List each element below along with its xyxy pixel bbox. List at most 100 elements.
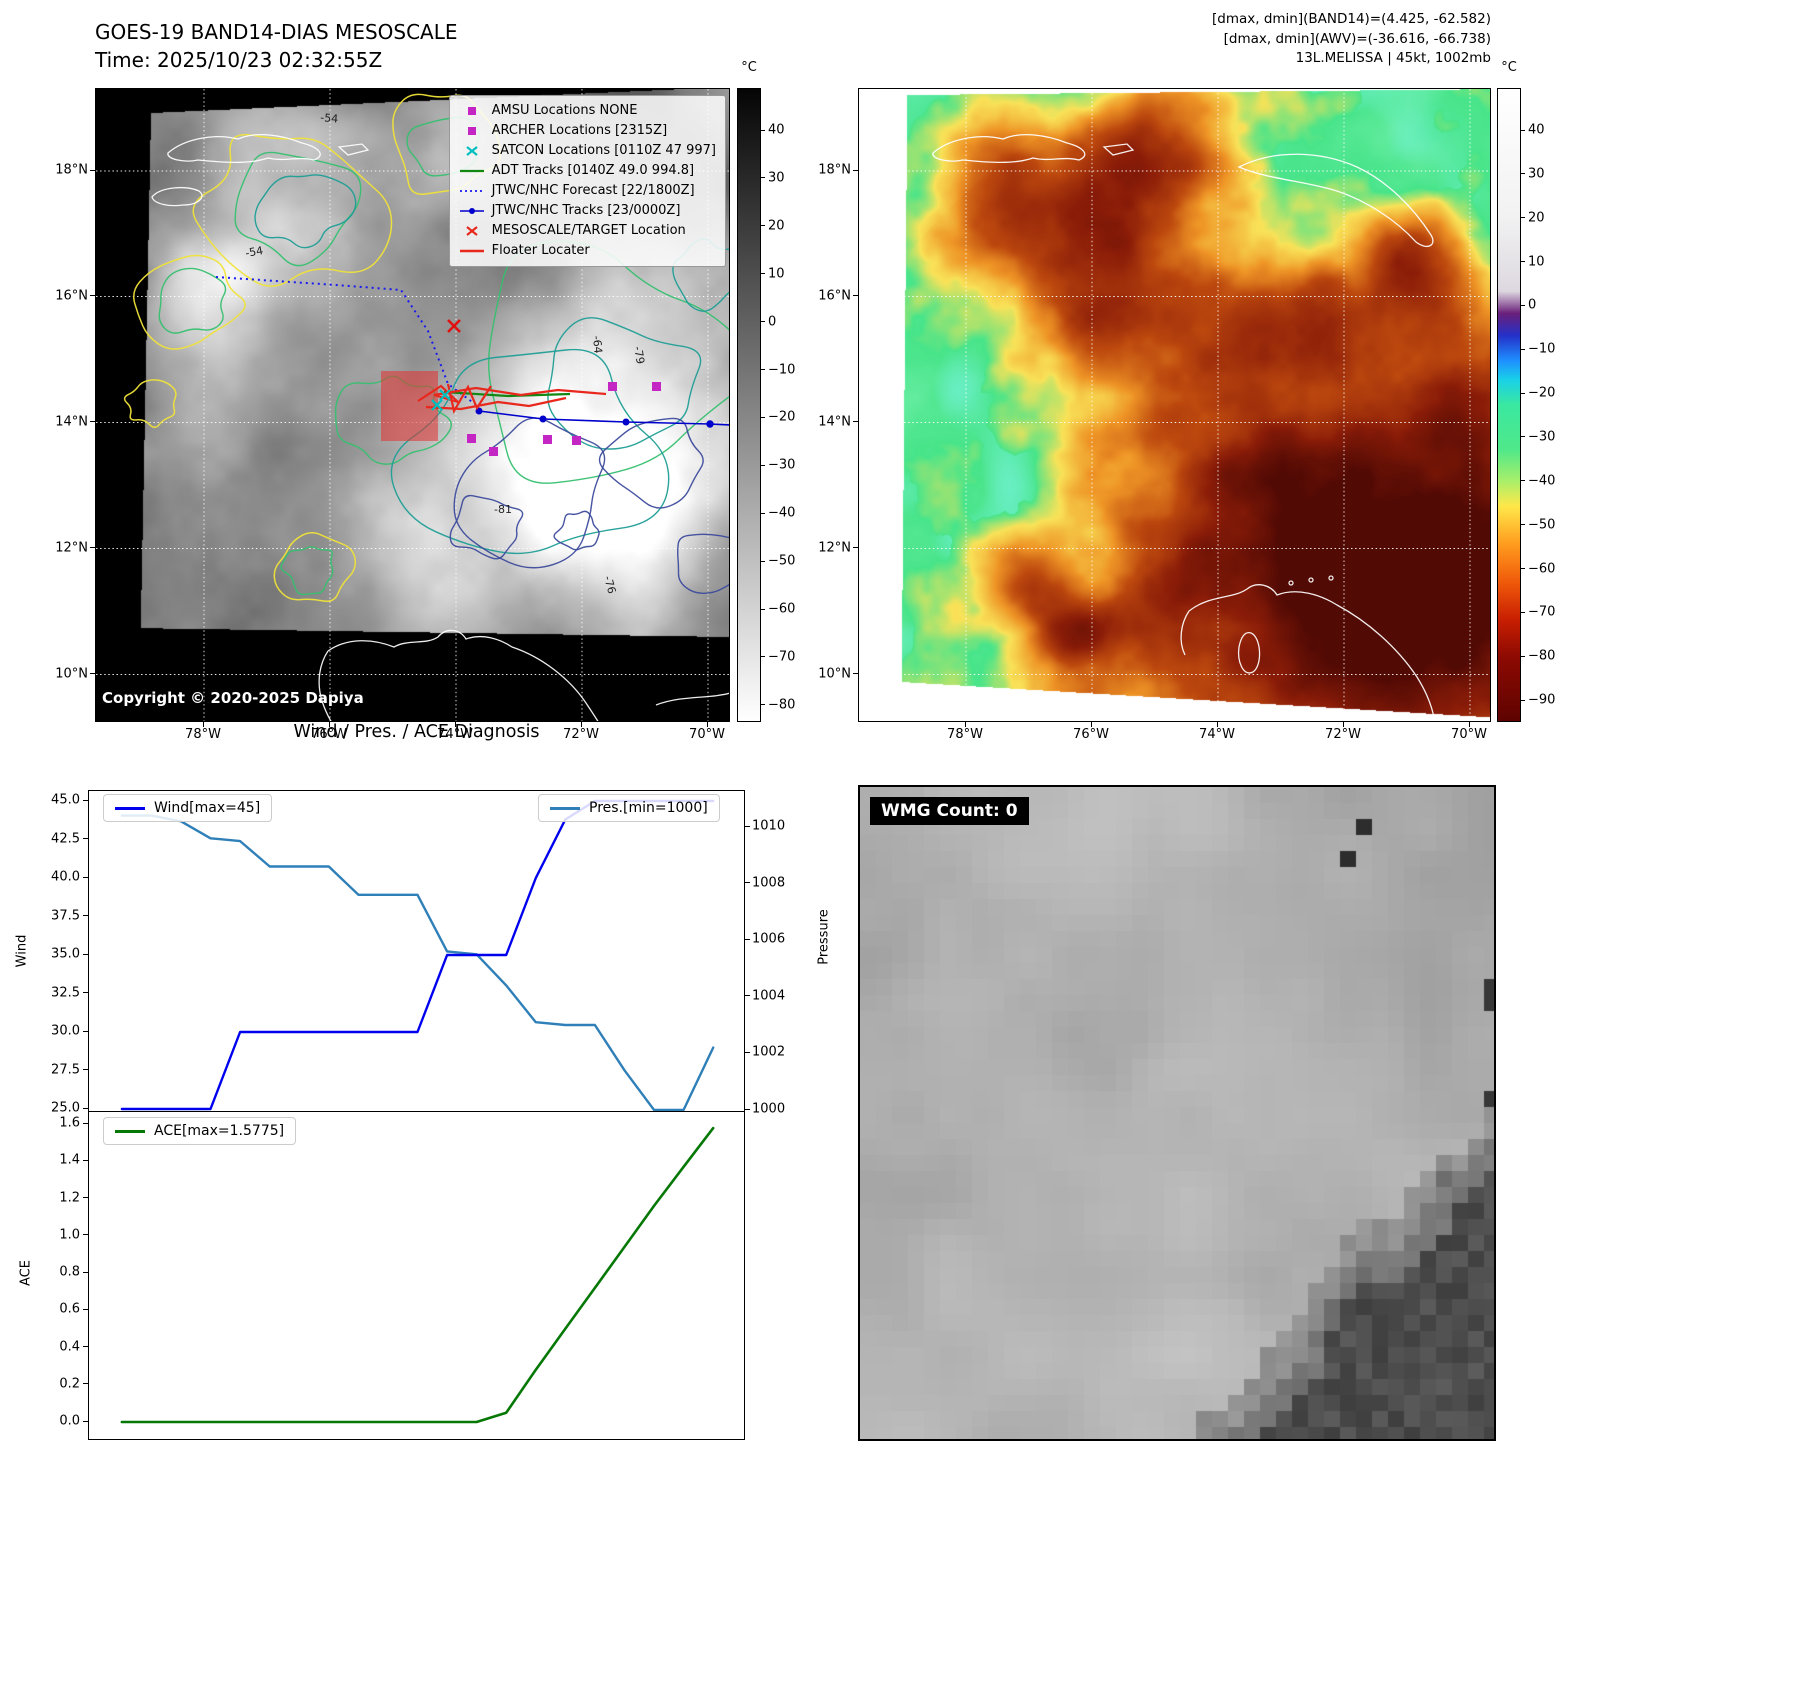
awv-colorbar <box>1497 88 1521 722</box>
wind-ytick: 32.5 <box>51 985 80 1000</box>
tick-mark <box>1521 524 1525 526</box>
panel1-colorbar-tick: −40 <box>768 505 796 521</box>
panel2-lat-label: 18°N <box>818 162 851 178</box>
panel1-lon-label: 78°W <box>185 727 221 742</box>
x-cyan-marker-icon <box>465 146 478 156</box>
pressure-ytick: 1006 <box>752 931 786 947</box>
panel1-lon-label: 76°W <box>311 727 347 742</box>
legend-item: ARCHER Locations [2315Z] <box>459 122 716 140</box>
legend-item: Floater Locater <box>459 242 716 260</box>
band14-colorbar-unit: °C <box>741 60 757 75</box>
ace-line <box>120 1126 715 1424</box>
ace-legend-label: ACE[max=1.5775] <box>154 1123 285 1139</box>
tick-mark <box>83 1271 88 1273</box>
panel1-colorbar-tick: 20 <box>768 218 785 234</box>
ace-ytick: 0.6 <box>59 1301 80 1317</box>
legend-item: JTWC/NHC Forecast [22/1800Z] <box>459 182 716 200</box>
tick-mark <box>761 225 765 227</box>
contour-label: -79 <box>631 345 647 365</box>
panel2-lon-label: 72°W <box>1325 727 1361 742</box>
dmax-dmin-awv: [dmax, dmin](AWV)=(-36.616, -66.738) <box>1223 30 1491 47</box>
line-green-marker-icon <box>459 169 484 173</box>
tick-mark <box>83 1420 88 1422</box>
tick-mark <box>1521 392 1525 394</box>
wind-ytick: 25.0 <box>51 1100 80 1116</box>
wind-ytick: 35.0 <box>51 946 80 962</box>
panel2-colorbar-tick: −70 <box>1528 604 1556 620</box>
tick-mark <box>1521 436 1525 438</box>
tick-mark <box>83 953 88 955</box>
coastlines <box>932 134 1436 721</box>
panel1-lat-label: 16°N <box>55 288 88 304</box>
ace-plot <box>120 1126 715 1424</box>
awv-colorbar-unit: °C <box>1501 60 1517 75</box>
pressure-legend-label: Pres.[min=1000] <box>589 800 708 816</box>
contour-line <box>677 533 729 595</box>
tick-mark <box>83 1346 88 1347</box>
tick-mark <box>761 129 765 131</box>
contour-label: -54 <box>320 111 339 126</box>
tick-mark <box>90 295 95 297</box>
legend-label: MESOSCALE/TARGET Location <box>491 223 686 238</box>
contour-line <box>132 254 246 350</box>
tick-mark <box>90 673 95 674</box>
tick-mark <box>853 295 858 297</box>
contour-line <box>254 174 357 249</box>
panel2-lat-label: 12°N <box>818 540 851 556</box>
tick-mark <box>706 722 708 727</box>
panel1-colorbar-tick: 40 <box>768 122 785 138</box>
wmg-count-badge: WMG Count: 0 <box>870 797 1029 825</box>
panel1-lon-label: 70°W <box>689 727 725 742</box>
tick-mark <box>964 722 966 727</box>
contour-line <box>453 417 606 569</box>
ace-ytick: 1.6 <box>59 1115 80 1131</box>
panel2-colorbar-tick: −30 <box>1528 429 1556 445</box>
panel2-colorbar-tick: 20 <box>1528 210 1545 226</box>
tick-mark <box>761 416 765 418</box>
contour-line <box>123 379 177 429</box>
tick-mark <box>853 547 858 549</box>
storm-status: 13L.MELISSA | 45kt, 1002mb <box>1295 50 1491 66</box>
tick-mark <box>1090 722 1092 727</box>
panel1-colorbar-tick: −80 <box>768 697 796 713</box>
pressure-line <box>120 814 715 1112</box>
tick-mark <box>761 560 765 562</box>
tick-mark <box>761 321 765 323</box>
legend-label: AMSU Locations NONE <box>491 103 638 118</box>
tick-mark <box>1521 699 1525 701</box>
ace-ytick: 0.2 <box>59 1376 80 1392</box>
contour-line <box>273 532 357 603</box>
wind-axis-label: Wind <box>14 934 30 968</box>
pressure-ytick: 1000 <box>752 1101 786 1117</box>
panel1-title-line2: Time: 2025/10/23 02:32:55Z <box>95 48 383 72</box>
tick-mark <box>83 838 88 839</box>
tick-mark <box>853 421 858 423</box>
panel1-lat-label: 12°N <box>55 540 88 556</box>
tick-mark <box>1468 722 1470 727</box>
mesoscale-target-area <box>381 371 438 441</box>
square-magenta-marker-icon <box>467 127 476 135</box>
tick-mark <box>745 995 750 997</box>
contour-line <box>280 546 334 596</box>
panel2-colorbar-tick: −90 <box>1528 692 1556 708</box>
legend-item: AMSU Locations NONE <box>459 102 716 120</box>
tick-mark <box>1521 348 1525 350</box>
tick-mark <box>83 1383 88 1385</box>
panel1-title-line1: GOES-19 BAND14-DIAS MESOSCALE <box>95 20 458 44</box>
panel2-header: [dmax, dmin](BAND14)=(4.425, -62.582) [d… <box>900 10 1491 69</box>
ace-legend: ACE[max=1.5775] <box>103 1117 297 1145</box>
pressure-ytick: 1004 <box>752 988 786 1004</box>
panel2-colorbar-tick: 30 <box>1528 166 1545 182</box>
target-x-icon <box>447 319 461 333</box>
wmg-panel: WMG Count: 0 <box>858 785 1496 1441</box>
contour-line <box>547 317 702 450</box>
wind-pressure-chart <box>88 790 745 1112</box>
wind-ytick: 27.5 <box>51 1062 80 1077</box>
x-red-marker-icon <box>465 226 478 236</box>
tick-mark <box>1521 655 1525 657</box>
legend-label: Floater Locater <box>491 243 590 258</box>
tick-mark <box>745 882 750 884</box>
ace-chart <box>88 1111 745 1440</box>
contour-line <box>553 510 600 551</box>
tick-mark <box>1521 568 1525 569</box>
